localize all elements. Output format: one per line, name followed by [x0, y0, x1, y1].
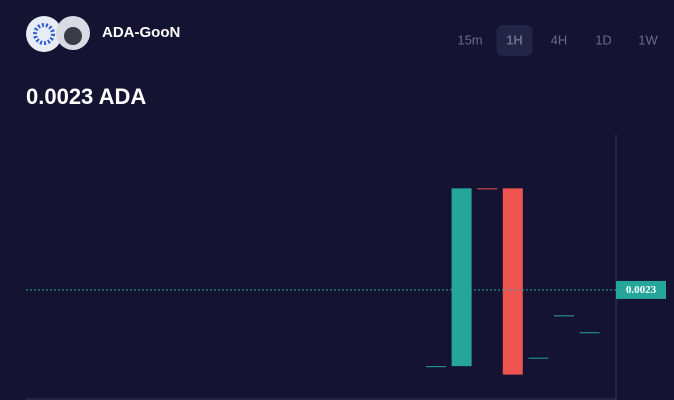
candle-body: [579, 332, 600, 334]
pair-name: ADA-GooN: [102, 24, 180, 41]
price-title: 0.0023 ADA: [26, 84, 146, 109]
timeframes: 15m 1H 4H 1D 1W: [457, 25, 658, 56]
timeframe-button[interactable]: 4H: [551, 32, 568, 47]
timeframe-button[interactable]: 15m: [457, 32, 482, 47]
last-price-tag: [616, 280, 666, 299]
timeframe-button[interactable]: 1W: [638, 32, 658, 47]
candle-body: [451, 188, 472, 367]
goon-face: [64, 27, 82, 45]
ada-logo: [33, 23, 55, 45]
timeframe-button[interactable]: 1D: [595, 32, 612, 47]
candle-body: [554, 315, 574, 317]
candle-body: [477, 188, 498, 190]
candle-body: [426, 366, 446, 368]
plot: 0.0023: [26, 188, 666, 375]
timeframe-selected: [496, 25, 533, 56]
candle-body: [502, 188, 523, 375]
ada-icon: [26, 16, 62, 52]
timeframe-button[interactable]: 1H: [506, 32, 523, 47]
last-price-label: 0.0023: [626, 284, 657, 296]
candle-body: [528, 357, 549, 359]
